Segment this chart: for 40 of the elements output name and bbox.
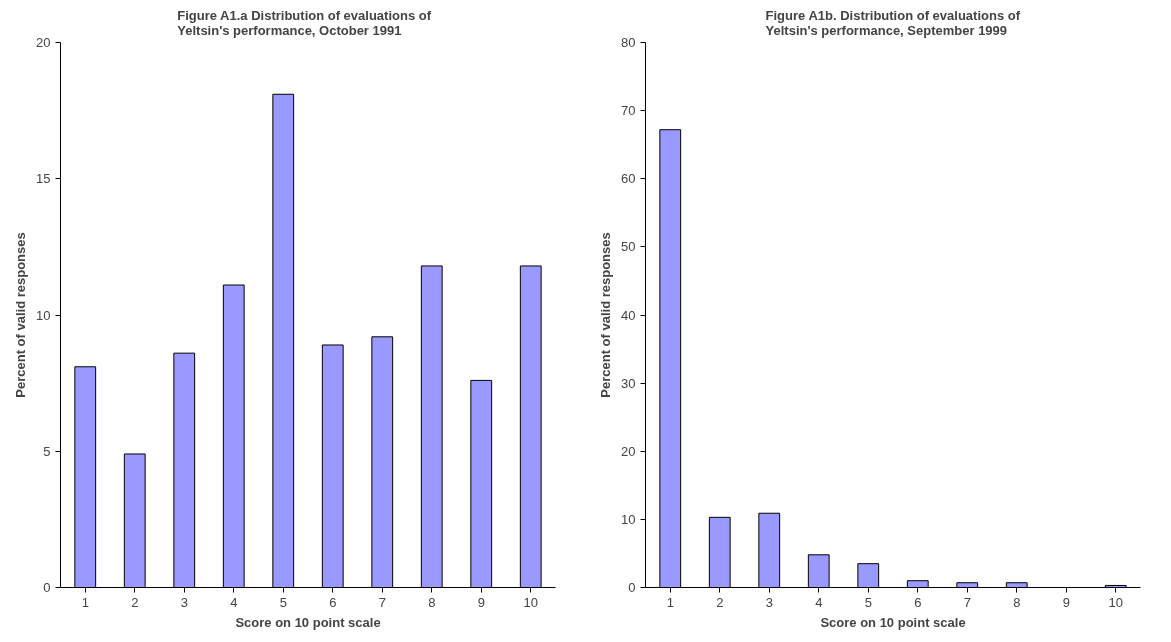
y-axis-title: Percent of valid responses [598, 232, 614, 398]
x-tick-label: 9 [1062, 594, 1070, 610]
y-tick-label: 70 [621, 103, 636, 119]
y-tick-label: 30 [621, 375, 636, 391]
y-tick-label: 15 [36, 171, 51, 187]
chart-title: Figure A1.a Distribution of evaluations of Yeltsin's performance, October 1991 [177, 7, 432, 38]
y-tick-label: 10 [621, 511, 636, 527]
x-tick-label: 5 [279, 594, 287, 610]
x-tick-label: 8 [1013, 594, 1021, 610]
x-tick-label: 9 [477, 594, 485, 610]
y-tick-label: 50 [621, 239, 636, 255]
y-tick-label: 0 [43, 580, 51, 595]
x-tick-label: 4 [230, 594, 238, 610]
y-tick-label: 60 [621, 171, 636, 187]
x-tick-label: 7 [378, 594, 386, 610]
x-tick-label: 1 [81, 594, 89, 610]
x-tick-label: 6 [914, 594, 922, 610]
y-tick-label: 0 [628, 580, 636, 595]
x-axis-title: Score on 10 point scale [235, 614, 381, 630]
x-axis-title: Score on 10 point scale [820, 614, 966, 630]
x-tick-label: 10 [523, 594, 538, 610]
x-tick-label: 2 [716, 594, 724, 610]
x-tick-label: 1 [666, 594, 674, 610]
x-tick-label: 10 [1108, 594, 1123, 610]
x-tick-label: 2 [131, 594, 139, 610]
y-tick-label: 40 [621, 307, 636, 323]
y-tick-label: 20 [36, 35, 51, 50]
y-tick-label: 5 [43, 443, 51, 459]
y-tick-label: 10 [36, 307, 51, 323]
x-tick-label: 4 [815, 594, 823, 610]
x-tick-label: 6 [329, 594, 337, 610]
y-axis-title: Percent of valid responses [13, 232, 29, 398]
chart-title: Figure A1b. Distribution of evaluations of Yeltsin's performance, September 1999 [765, 7, 1021, 38]
x-tick-label: 5 [864, 594, 872, 610]
x-tick-label: 7 [963, 594, 971, 610]
x-tick-label: 3 [180, 594, 188, 610]
x-tick-label: 3 [765, 594, 773, 610]
x-tick-label: 8 [428, 594, 436, 610]
y-tick-label: 20 [621, 443, 636, 459]
y-tick-label: 80 [621, 35, 636, 50]
